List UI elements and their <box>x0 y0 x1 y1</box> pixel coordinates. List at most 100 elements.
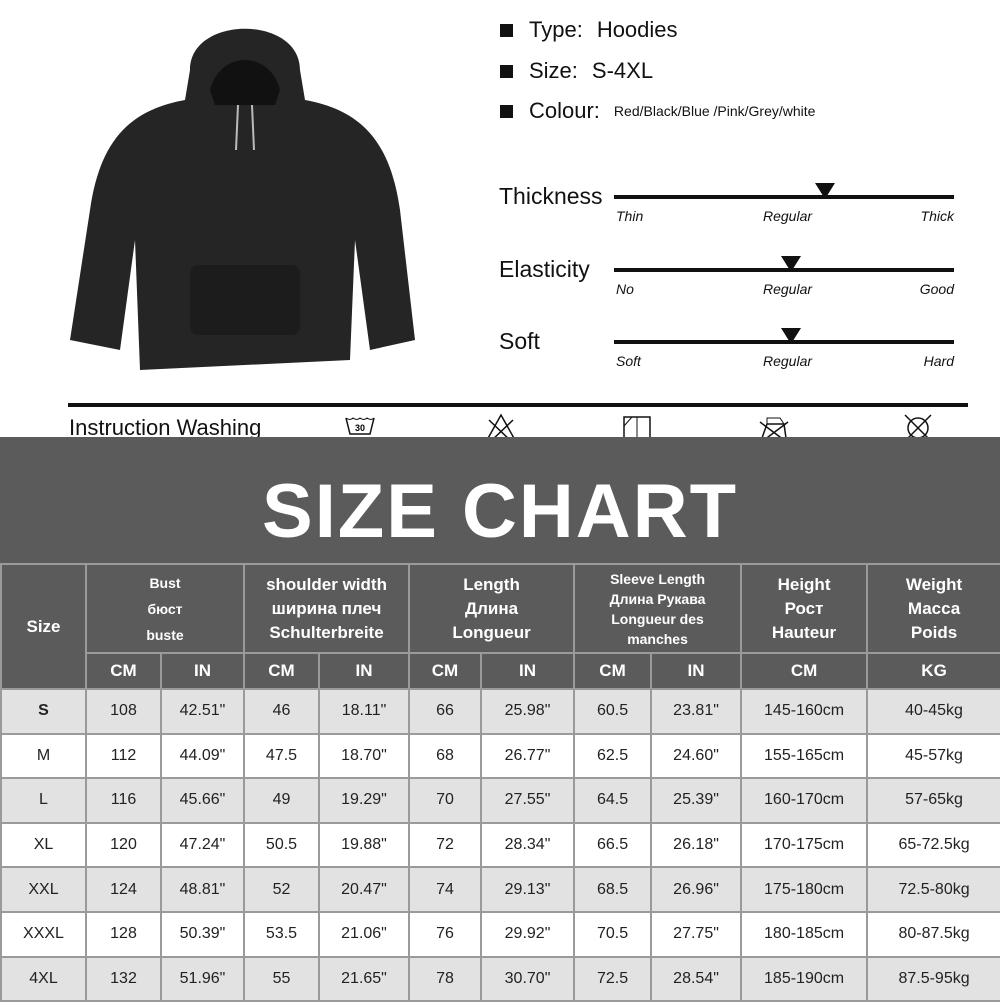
table-cell: 20.47" <box>317 866 411 913</box>
table-cell: 68.5 <box>573 866 653 913</box>
table-cell: 72 <box>408 821 483 869</box>
table-cell: 18.70" <box>317 732 411 780</box>
table-cell: 45-57kg <box>866 732 1000 780</box>
spec-type: Type: Hoodies <box>500 17 678 43</box>
table-cell: 24.60" <box>650 732 743 780</box>
table-row: XL 120 47.24" 50.5 19.88" 72 28.34" 66.5 26.18" 1… <box>0 821 1000 869</box>
table-cell: 19.88" <box>317 821 411 869</box>
unit-header: CM <box>408 652 483 690</box>
table-row: L 116 45.66" 49 19.29" 70 27.55" 64.5 25.39" 160-… <box>0 777 1000 824</box>
scale-marker-icon <box>780 328 801 344</box>
scale-min: Thin <box>616 208 644 224</box>
table-cell: 29.13" <box>480 866 576 913</box>
table-row: M 112 44.09" 47.5 18.70" 68 26.77" 62.5 24.60" 15… <box>0 732 1000 780</box>
size-cell: S <box>0 688 87 735</box>
table-cell: 53.5 <box>243 910 320 958</box>
scale-label: Thickness <box>499 183 603 209</box>
table-cell: 128 <box>85 910 162 958</box>
table-cell: 57-65kg <box>866 777 1000 824</box>
scale-min: Soft <box>616 353 641 369</box>
table-cell: 112 <box>85 732 162 780</box>
header-size: Size <box>0 563 87 690</box>
scale-mid: Regular <box>763 281 813 297</box>
table-cell: 27.55" <box>480 777 576 824</box>
table-cell: 145-160cm <box>740 688 869 735</box>
unit-header: IN <box>160 652 245 690</box>
table-cell: 47.24" <box>160 821 245 869</box>
scale-label: Elasticity <box>499 256 590 282</box>
scale-marker-icon <box>814 183 835 199</box>
table-cell: 66.5 <box>573 821 653 869</box>
table-cell: 175-180cm <box>740 866 869 913</box>
unit-header: CM <box>243 652 320 690</box>
table-cell: 48.81" <box>160 866 245 913</box>
header-bust: Bust бюст buste <box>85 563 245 654</box>
table-cell: 124 <box>85 866 162 913</box>
unit-header: IN <box>650 652 743 690</box>
size-cell: L <box>0 777 87 824</box>
table-row: XXL 124 48.81" 52 20.47" 74 29.13" 68.5 26.96" 17… <box>0 866 1000 913</box>
scale-max: Hard <box>923 353 954 369</box>
table-cell: 62.5 <box>573 732 653 780</box>
unit-header: CM <box>740 652 869 690</box>
table-cell: 47.5 <box>243 732 320 780</box>
table-cell: 70 <box>408 777 483 824</box>
size-cell: 4XL <box>0 955 87 1002</box>
spec-size: Size: S-4XL <box>500 58 653 84</box>
table-cell: 116 <box>85 777 162 824</box>
table-cell: 26.18" <box>650 821 743 869</box>
unit-header: IN <box>317 652 411 690</box>
table-cell: 72.5-80kg <box>866 866 1000 913</box>
table-cell: 180-185cm <box>740 910 869 958</box>
table-row: 4XL 132 51.96" 55 21.65" 78 30.70" 72.5 28.54" 18… <box>0 955 1000 1002</box>
size-chart: SIZE CHART Size Bust бюст buste shoulder w… <box>0 437 1000 1002</box>
table-cell: 26.77" <box>480 732 576 780</box>
scale-max: Good <box>919 281 954 297</box>
table-cell: 185-190cm <box>740 955 869 1002</box>
table-cell: 25.98" <box>480 688 576 735</box>
hoodie-image <box>70 28 415 370</box>
table-cell: 19.29" <box>317 777 411 824</box>
table-cell: 70.5 <box>573 910 653 958</box>
scale-bar <box>614 195 954 199</box>
table-cell: 65-72.5kg <box>866 821 1000 869</box>
table-cell: 72.5 <box>573 955 653 1002</box>
table-cell: 80-87.5kg <box>866 910 1000 958</box>
table-cell: 50.5 <box>243 821 320 869</box>
table-cell: 26.96" <box>650 866 743 913</box>
scale-mid: Regular <box>763 353 813 369</box>
table-cell: 46 <box>243 688 320 735</box>
table-cell: 30.70" <box>480 955 576 1002</box>
table-cell: 87.5-95kg <box>866 955 1000 1002</box>
table-cell: 42.51" <box>160 688 245 735</box>
divider <box>68 403 968 407</box>
size-cell: XL <box>0 821 87 869</box>
table-cell: 108 <box>85 688 162 735</box>
header-sleeve: Sleeve Length Длина Рукава Longueur des man… <box>573 563 743 654</box>
table-cell: 49 <box>243 777 320 824</box>
table-cell: 27.75" <box>650 910 743 958</box>
table-cell: 76 <box>408 910 483 958</box>
table-cell: 50.39" <box>160 910 245 958</box>
size-cell: XXL <box>0 866 87 913</box>
size-chart-title: SIZE CHART <box>262 469 738 554</box>
table-cell: 66 <box>408 688 483 735</box>
table-cell: 45.66" <box>160 777 245 824</box>
scale-min: No <box>616 281 634 297</box>
scale-max: Thick <box>920 208 954 224</box>
table-cell: 64.5 <box>573 777 653 824</box>
table-cell: 21.65" <box>317 955 411 1002</box>
header-shoulder: shoulder width ширина плеч Schulterbreite <box>242 563 411 654</box>
table-row: S 108 42.51" 46 18.11" 66 25.98" 60.5 23.81" 145-… <box>0 688 1000 735</box>
table-cell: 155-165cm <box>740 732 869 780</box>
table-cell: 51.96" <box>160 955 245 1002</box>
header-height: Height Рост Hauteur <box>740 563 869 654</box>
table-cell: 68 <box>408 732 483 780</box>
unit-header: CM <box>85 652 162 690</box>
spec-colour: Colour: Red/Black/Blue /Pink/Grey/white <box>500 98 815 124</box>
table-cell: 25.39" <box>650 777 743 824</box>
table-cell: 170-175cm <box>740 821 869 869</box>
scale-marker-icon <box>780 256 801 272</box>
table-cell: 132 <box>85 955 162 1002</box>
scale-mid: Regular <box>763 208 813 224</box>
